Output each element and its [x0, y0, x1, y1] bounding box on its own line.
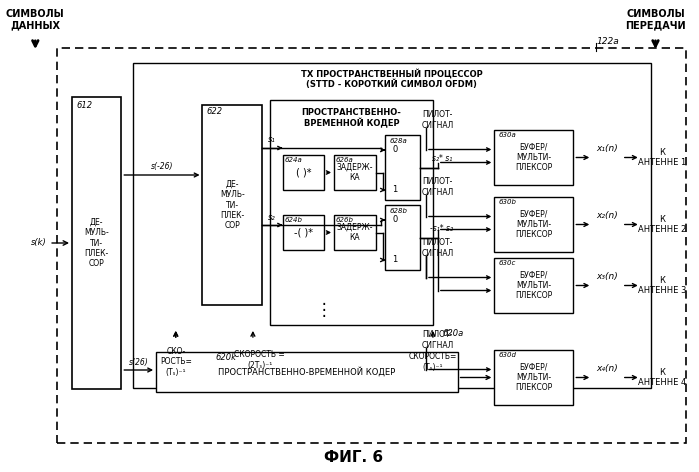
- Text: 630a: 630a: [498, 132, 516, 138]
- Text: К
АНТЕННЕ 3: К АНТЕННЕ 3: [638, 276, 686, 295]
- Text: ПИЛОТ-
СИГНАЛ: ПИЛОТ- СИГНАЛ: [421, 177, 454, 197]
- Text: 0: 0: [392, 216, 398, 225]
- Bar: [494, 197, 573, 252]
- Text: 624a: 624a: [284, 157, 302, 163]
- Text: ПРОСТРАНСТВЕННО-ВРЕМЕННОЙ КОДЕР: ПРОСТРАНСТВЕННО-ВРЕМЕННОЙ КОДЕР: [218, 367, 396, 377]
- Text: x₄(n): x₄(n): [596, 364, 618, 373]
- Bar: [385, 205, 420, 270]
- Text: БУФЕР/
МУЛЬТИ-
ПЛЕКСОР: БУФЕР/ МУЛЬТИ- ПЛЕКСОР: [515, 362, 552, 392]
- Bar: [156, 352, 458, 392]
- Text: ФИГ. 6: ФИГ. 6: [324, 450, 383, 465]
- Bar: [134, 63, 651, 388]
- Text: ПИЛОТ-
СИГНАЛ: ПИЛОТ- СИГНАЛ: [421, 238, 454, 258]
- Text: s(-26): s(-26): [151, 162, 173, 171]
- Text: s₁: s₁: [268, 135, 275, 144]
- Bar: [57, 48, 686, 443]
- Text: ⋮: ⋮: [316, 301, 333, 319]
- Text: ДЕ-
МУЛЬ-
ТИ-
ПЛЕК-
СОР: ДЕ- МУЛЬ- ТИ- ПЛЕК- СОР: [85, 218, 109, 268]
- Bar: [494, 258, 573, 313]
- Text: СКОРОСТЬ=
(Tₛ)⁻¹: СКОРОСТЬ= (Tₛ)⁻¹: [409, 352, 457, 372]
- Bar: [494, 130, 573, 185]
- Text: ПИЛОТ-
СИГНАЛ: ПИЛОТ- СИГНАЛ: [421, 330, 454, 350]
- Bar: [282, 155, 324, 190]
- Text: s(k): s(k): [31, 238, 47, 247]
- Text: К
АНТЕННЕ 2: К АНТЕННЕ 2: [638, 215, 686, 234]
- Text: 620k: 620k: [215, 354, 236, 362]
- Text: -s₁* s₂: -s₁* s₂: [431, 224, 454, 233]
- Text: СКОРОСТЬ =
(2Tₛ)⁻¹: СКОРОСТЬ = (2Tₛ)⁻¹: [234, 350, 285, 370]
- Bar: [72, 97, 122, 389]
- Text: s₂* s₁: s₂* s₁: [432, 154, 452, 163]
- Text: ПРОСТРАНСТВЕННО-
ВРЕМЕННОЙ КОДЕР: ПРОСТРАНСТВЕННО- ВРЕМЕННОЙ КОДЕР: [301, 108, 401, 128]
- Text: 628a: 628a: [389, 138, 407, 144]
- Text: 626b: 626b: [336, 217, 354, 223]
- Bar: [334, 215, 375, 250]
- Text: -( )*: -( )*: [294, 228, 313, 237]
- Text: 1: 1: [392, 185, 398, 194]
- Text: ( )*: ( )*: [296, 168, 311, 177]
- Text: s₂: s₂: [268, 212, 275, 221]
- Text: СИМВОЛЫ
ДАННЫХ: СИМВОЛЫ ДАННЫХ: [6, 9, 64, 31]
- Text: x₁(n): x₁(n): [596, 144, 618, 153]
- Text: ДЕ-
МУЛЬ-
ТИ-
ПЛЕК-
СОР: ДЕ- МУЛЬ- ТИ- ПЛЕК- СОР: [219, 180, 245, 230]
- Text: ПИЛОТ-
СИГНАЛ: ПИЛОТ- СИГНАЛ: [421, 110, 454, 130]
- Text: 612: 612: [77, 101, 93, 110]
- Text: СКО-
РОСТЬ=
(Tₛ)⁻¹: СКО- РОСТЬ= (Tₛ)⁻¹: [160, 347, 192, 377]
- Text: x₂(n): x₂(n): [596, 211, 618, 220]
- Bar: [203, 105, 262, 305]
- Text: 630d: 630d: [498, 352, 516, 358]
- Text: ТХ ПРОСТРАНСТВЕННЫЙ ПРОЦЕССОР
(STTD - КОРОТКИЙ СИМВОЛ OFDM): ТХ ПРОСТРАНСТВЕННЫЙ ПРОЦЕССОР (STTD - КО…: [301, 68, 483, 90]
- Text: БУФЕР/
МУЛЬТИ-
ПЛЕКСОР: БУФЕР/ МУЛЬТИ- ПЛЕКСОР: [515, 270, 552, 300]
- Text: БУФЕР/
МУЛЬТИ-
ПЛЕКСОР: БУФЕР/ МУЛЬТИ- ПЛЕКСОР: [515, 210, 552, 239]
- Text: 0: 0: [392, 145, 398, 154]
- Bar: [385, 135, 420, 200]
- Text: 628b: 628b: [389, 208, 408, 214]
- Text: x₃(n): x₃(n): [596, 272, 618, 281]
- Text: 620a: 620a: [442, 329, 463, 337]
- Text: СИМВОЛЫ
ПЕРЕДАЧИ: СИМВОЛЫ ПЕРЕДАЧИ: [625, 9, 686, 31]
- Text: 630b: 630b: [498, 199, 516, 205]
- Text: ЗАДЕРЖ-
КА: ЗАДЕРЖ- КА: [336, 163, 373, 182]
- Bar: [494, 350, 573, 405]
- Text: К
АНТЕННЕ 1: К АНТЕННЕ 1: [638, 148, 686, 167]
- Text: ЗАДЕРЖ-
КА: ЗАДЕРЖ- КА: [336, 223, 373, 242]
- Text: 1: 1: [392, 255, 398, 264]
- Text: s(26): s(26): [129, 357, 149, 366]
- Text: БУФЕР/
МУЛЬТИ-
ПЛЕКСОР: БУФЕР/ МУЛЬТИ- ПЛЕКСОР: [515, 143, 552, 172]
- Text: 622: 622: [206, 108, 222, 117]
- Text: 624b: 624b: [284, 217, 303, 223]
- Bar: [282, 215, 324, 250]
- Text: 630c: 630c: [498, 260, 516, 266]
- Text: 626a: 626a: [336, 157, 354, 163]
- Text: К
АНТЕННЕ 4: К АНТЕННЕ 4: [638, 368, 686, 387]
- Bar: [270, 100, 433, 325]
- Bar: [334, 155, 375, 190]
- Text: 122a: 122a: [596, 36, 619, 45]
